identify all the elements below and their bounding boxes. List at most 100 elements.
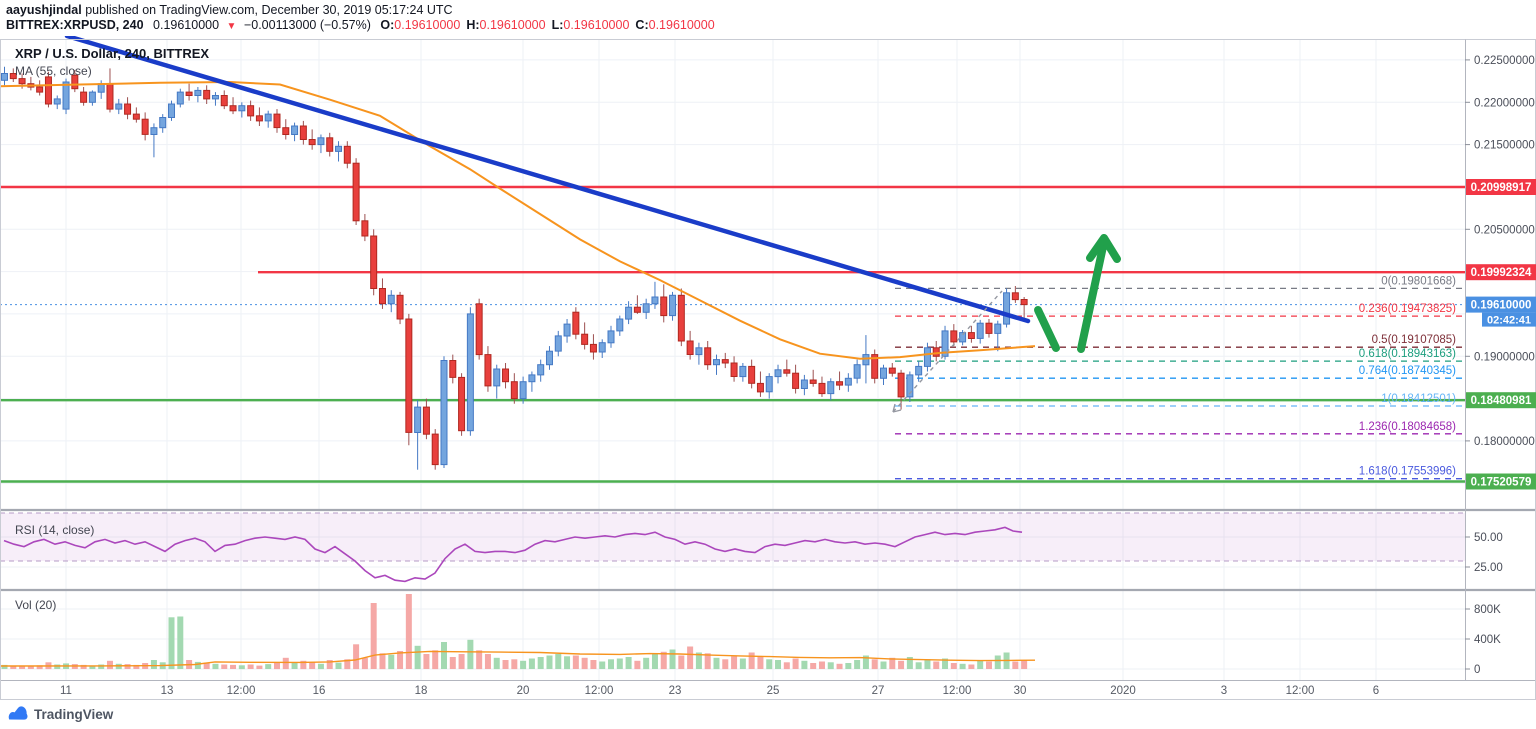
volume-bar [388,654,395,670]
candle-body [229,105,237,112]
rsi-axis-label: 50.00 [1474,532,1503,544]
volume-bar [616,658,623,669]
volume-bar [133,664,140,669]
volume-bar [572,655,579,669]
rsi-series [3,526,1023,583]
candle-body [62,81,70,110]
volume-bar [889,657,896,670]
time-axis-label: 13 [161,685,174,697]
volume-indicator-legend[interactable]: Vol (20) [15,598,57,612]
candle-body [704,347,712,366]
candle-body [985,322,993,334]
ma-indicator-legend[interactable]: MA (55, close) [15,64,92,78]
candle-body [748,365,756,384]
publish-text: published on TradingView.com, December 3… [81,3,453,17]
green-arrow-up-stroke[interactable] [1077,238,1108,353]
volume-bar [291,663,298,669]
dashed-trendline[interactable] [892,290,1003,413]
rsi-band [0,512,1465,562]
candle-body [581,333,589,345]
price-badge [1466,296,1536,313]
countdown-badge [1482,312,1536,327]
candle-body [844,377,852,386]
candle-body [598,342,606,353]
author-name: aayushjindal [6,3,82,17]
candle-body [607,330,615,344]
rsi-indicator-legend[interactable]: RSI (14, close) [15,523,95,537]
volume-bar [977,660,984,669]
candle-body [712,359,720,366]
ohlc-value: 0.19610000 [563,18,630,32]
time-axis-label: 12:00 [585,685,614,697]
volume-bar [608,659,615,670]
candle-body [150,127,158,135]
volume-bar [361,657,368,670]
price-axis-label: 0.21500000 [1474,140,1535,152]
volume-bar [177,616,184,669]
volume-bar [379,653,386,670]
candle-body [185,91,193,96]
volume-bar [634,660,641,670]
candle-body [378,288,386,305]
volume-bar [915,662,922,670]
candle-body [1011,292,1019,301]
price-badge [1466,473,1536,490]
time-axis-label: 6 [1373,685,1379,697]
candle-body [669,294,677,317]
time-axis-label: 25 [767,685,780,697]
candle-body [616,318,624,332]
candle-body [642,303,650,313]
candle-body [967,332,975,340]
volume-bar [783,662,790,670]
volume-bar [397,651,404,669]
price-axis-label: 0.20500000 [1474,224,1535,236]
candle-body [721,359,729,364]
volume-bar [590,660,597,669]
volume-bar [836,663,843,670]
volume-bar [599,661,606,669]
descending-trendline[interactable] [64,36,1031,324]
candle-body [651,296,659,305]
price-badge-label: 0.19992324 [1471,267,1532,279]
candle-body [414,406,422,434]
candle-body [335,145,343,152]
pane-frame [0,39,1536,700]
volume-bar [476,650,483,670]
volume-ma-line [0,650,1036,667]
tradingview-logo[interactable]: TradingView [8,705,113,724]
candle-body [194,89,202,97]
candle-body [1,73,8,81]
volume-bar [581,657,588,670]
candle-body [660,296,668,317]
chart-area[interactable]: 0(0.19801668) 0.236(0.19473825) 0.5(0.1910… [0,36,1536,700]
candle-body [53,98,61,105]
time-axis[interactable]: 11 13 12:00 16 18 20 12:00 23 25 27 12:00 30 2020 3 12… [60,685,1379,697]
volume-bar [36,665,43,670]
chart-title-legend[interactable]: XRP / U.S. Dollar, 240, BITTREX [15,46,210,61]
chart-canvas[interactable]: 0(0.19801668) 0.236(0.19473825) 0.5(0.1910… [0,36,1536,700]
volume-bar [502,660,509,669]
volume-bar [528,658,535,669]
candle-body [528,374,536,383]
candle-body [466,313,474,432]
volume-bar [792,658,799,669]
candle-body [959,332,967,343]
candle-body [633,306,641,313]
candle-body [818,382,826,395]
volume-bar [467,639,474,670]
volume-bar [871,659,878,670]
last-price: 0.19610000 [153,18,220,32]
green-arrow-down-stroke[interactable] [1034,306,1060,352]
candle-body [88,91,96,103]
publish-info: aayushjindal published on TradingView.co… [6,3,453,17]
candle-body [625,306,633,320]
tradingview-logo-icon [8,706,28,720]
time-axis-label: 30 [1014,685,1027,697]
price-axis[interactable]: 0.22500000 0.22000000 0.21500000 0.20500000… [1465,55,1536,676]
volume-bar [704,653,711,670]
footer-bar: TradingView [0,700,1536,729]
volume-bar [98,664,105,669]
volume-bar [282,657,289,670]
volume-bar [54,664,61,669]
volume-bar [265,664,272,669]
